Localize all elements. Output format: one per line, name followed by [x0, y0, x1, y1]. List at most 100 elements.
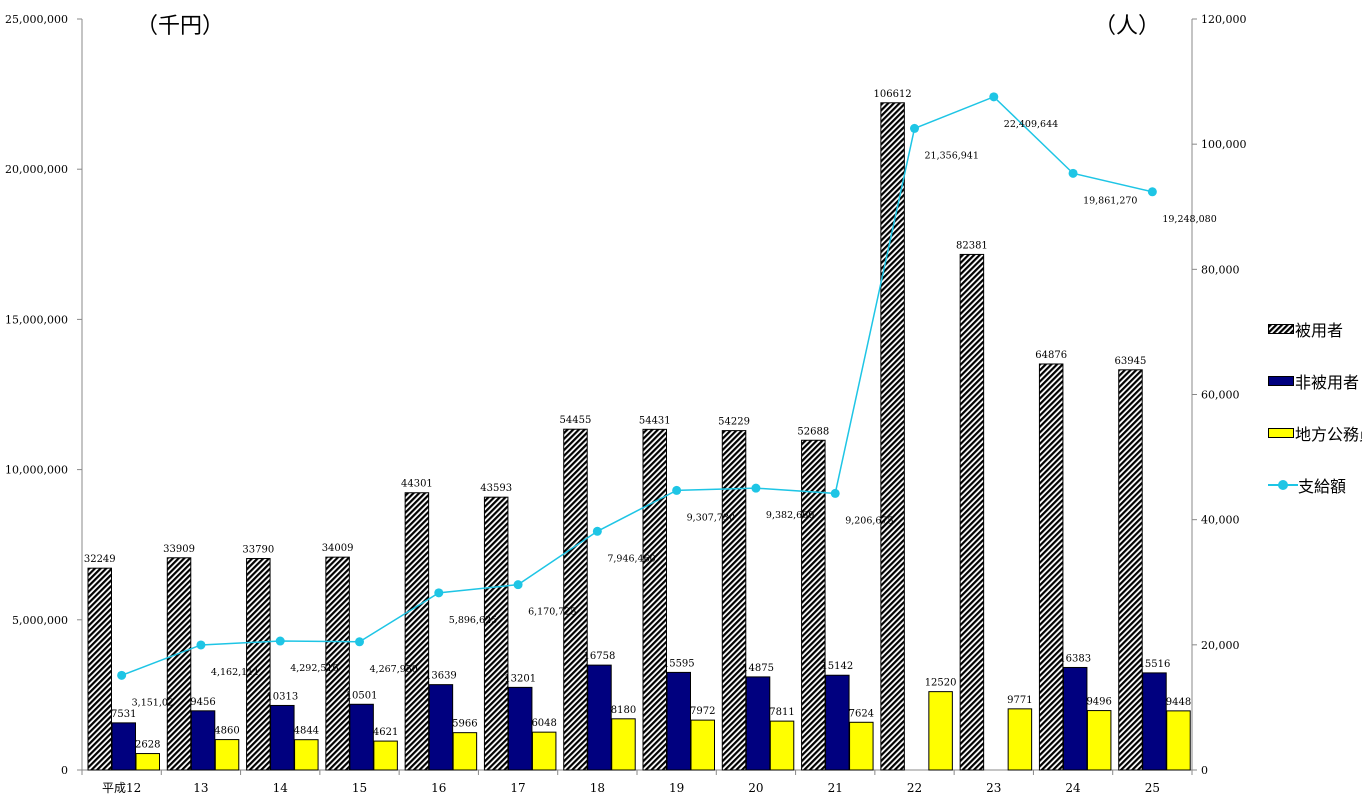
bar — [404, 492, 430, 771]
bar — [587, 664, 612, 771]
bar-value-label: 15595 — [663, 658, 695, 669]
payment-point — [672, 485, 682, 495]
bar — [563, 428, 588, 771]
right-axis-tick-label: 20,000 — [1201, 639, 1240, 652]
right-axis-tick-label: 100,000 — [1201, 138, 1247, 151]
bar-value-label: 10501 — [346, 690, 378, 701]
bar — [721, 430, 747, 771]
bar — [1142, 672, 1167, 771]
payment-line — [121, 95, 1153, 677]
payment-value-label: 19,248,080 — [1162, 214, 1216, 225]
left-axis-tick-label: 10,000,000 — [5, 464, 68, 477]
bar-value-label: 7624 — [849, 708, 874, 719]
payment-value-label: 21,356,941 — [925, 150, 979, 161]
x-axis-tick-label: 13 — [193, 781, 208, 795]
bar-value-label: 33790 — [242, 545, 274, 556]
payment-point — [1147, 187, 1157, 197]
left-axis-unit: （千円） — [136, 14, 225, 39]
bar-value-label: 4621 — [373, 727, 398, 738]
x-axis-tick-label: 19 — [669, 781, 684, 795]
bar-value-label: 13639 — [425, 671, 457, 682]
bar — [349, 703, 374, 771]
bar — [690, 719, 715, 771]
bar — [611, 718, 636, 771]
bar — [880, 102, 905, 771]
payment-point — [910, 123, 919, 133]
bar — [531, 731, 557, 771]
bar — [325, 556, 350, 771]
bar — [666, 671, 691, 771]
bar-value-label: 4844 — [294, 726, 319, 737]
payment-value-label: 6,170,725 — [528, 607, 576, 618]
payment-point — [117, 670, 127, 680]
x-axis-tick-label: 14 — [273, 781, 289, 795]
payment-point — [1068, 168, 1078, 178]
bar — [745, 676, 771, 771]
bar-value-label: 44301 — [401, 479, 433, 490]
bar-value-label: 52688 — [797, 426, 829, 437]
x-axis-tick-label: 15 — [352, 781, 367, 795]
bar-value-label: 2628 — [135, 740, 160, 751]
bar — [849, 721, 874, 771]
bar — [294, 739, 319, 771]
bar-value-label: 5966 — [452, 719, 477, 730]
payment-value-label: 7,946,460 — [607, 553, 655, 564]
bar-value-label: 9496 — [1086, 697, 1111, 708]
bar-value-label: 16758 — [584, 651, 616, 662]
bar — [1118, 369, 1143, 771]
bar — [1166, 710, 1191, 771]
payment-value-label: 9,206,675 — [845, 515, 893, 526]
payment-point — [275, 636, 285, 646]
payment-point — [513, 580, 523, 590]
bar — [270, 704, 295, 771]
bar — [452, 732, 478, 771]
x-axis-tick-label: 16 — [431, 781, 446, 795]
bar-value-label: 13201 — [504, 673, 536, 684]
bar-value-label: 9448 — [1166, 697, 1191, 708]
x-axis-tick-label: 平成12 — [102, 781, 141, 795]
x-axis-tick-label: 24 — [1065, 781, 1081, 795]
bar — [246, 558, 271, 771]
payment-value-label: 4,267,950 — [370, 664, 418, 675]
payment-point — [830, 488, 840, 498]
legend-swatch-employees — [1268, 324, 1294, 334]
bar-value-label: 7531 — [111, 709, 136, 720]
bar — [959, 253, 985, 771]
bar-value-label: 12520 — [925, 678, 957, 689]
bar-value-label: 63945 — [1115, 356, 1147, 367]
bar — [1062, 666, 1088, 771]
bar-value-label: 15142 — [821, 661, 853, 672]
legend-item-employees: 被用者 — [1268, 303, 1362, 355]
bar — [507, 686, 533, 771]
right-axis-tick-label: 60,000 — [1201, 389, 1240, 402]
payment-point — [592, 526, 602, 536]
left-axis-tick-label: 25,000,000 — [5, 13, 68, 26]
x-axis-tick-label: 21 — [828, 781, 843, 795]
x-axis-tick-label: 25 — [1145, 781, 1160, 795]
legend-label: 非被用者 — [1295, 373, 1360, 392]
left-axis-tick-label: 5,000,000 — [12, 614, 68, 627]
legend-item-local-civil-servants: 地方公務員 — [1268, 407, 1362, 459]
payment-value-label: 5,896,625 — [449, 615, 497, 626]
bar — [825, 674, 850, 771]
bar — [1038, 363, 1064, 771]
bar-value-label: 64876 — [1035, 350, 1067, 361]
bar-value-label: 9456 — [190, 697, 215, 708]
legend: 被用者 非被用者 地方公務員 支給額 — [1268, 303, 1362, 511]
bar — [111, 722, 136, 771]
payment-value-label: 19,861,270 — [1083, 195, 1137, 206]
bar — [642, 428, 667, 771]
bar-value-label: 34009 — [322, 543, 354, 554]
bar-value-label: 15516 — [1139, 659, 1171, 670]
payment-value-label: 9,382,660 — [766, 510, 814, 521]
bar-value-label: 6048 — [531, 718, 556, 729]
bar — [428, 684, 454, 771]
right-axis-tick-label: 80,000 — [1201, 263, 1240, 276]
bar-value-label: 16383 — [1059, 653, 1091, 664]
bar-value-label: 43593 — [480, 483, 512, 494]
payment-value-label: 22,409,644 — [1004, 119, 1058, 130]
bar-value-label: 33909 — [163, 544, 195, 555]
bar — [1007, 708, 1033, 771]
right-axis-tick-label: 0 — [1201, 764, 1208, 777]
bar-value-label: 82381 — [956, 240, 988, 251]
